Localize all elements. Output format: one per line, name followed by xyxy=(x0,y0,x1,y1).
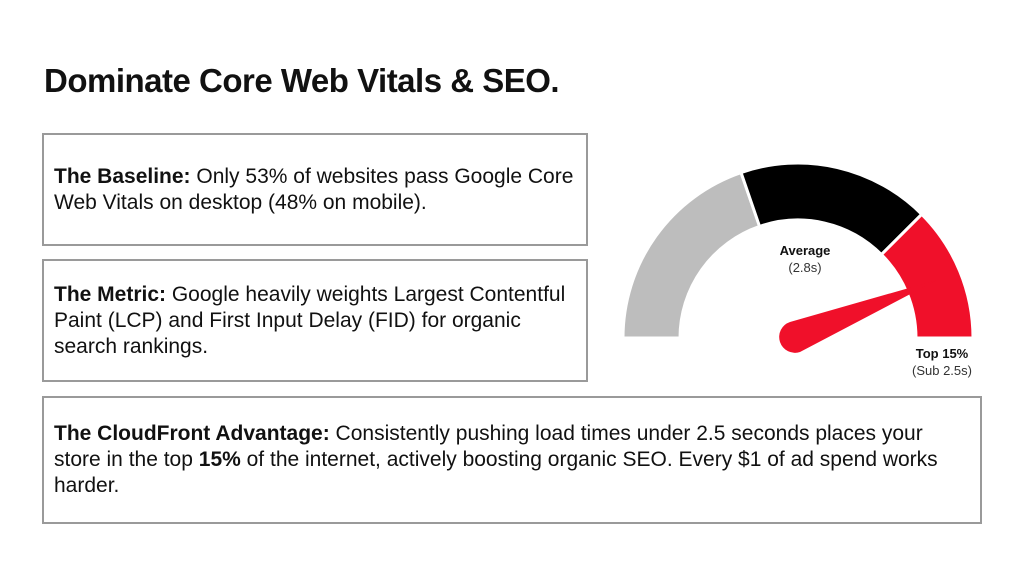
page-title: Dominate Core Web Vitals & SEO. xyxy=(44,62,560,99)
gauge-segment-slow xyxy=(621,170,762,340)
card-text: of the internet, actively boosting organ… xyxy=(54,448,938,497)
top-value: (Sub 2.5s) xyxy=(912,363,972,378)
metric-card: The Metric: Google heavily weights Large… xyxy=(42,259,588,382)
cloudfront-advantage-card: The CloudFront Advantage: Consistently p… xyxy=(42,396,982,524)
baseline-card: The Baseline: Only 53% of websites pass … xyxy=(42,133,588,246)
average-value: (2.8s) xyxy=(788,260,821,275)
card-text: Google heavily weights Largest Contentfu… xyxy=(54,282,566,358)
card-label: The Baseline: xyxy=(54,164,191,188)
gauge-needle xyxy=(779,280,937,353)
average-label: Average xyxy=(780,243,831,258)
card-text: Only 53% of websites pass Google Core We… xyxy=(54,164,574,214)
card-label: The Metric: xyxy=(54,282,167,306)
card-label: The CloudFront Advantage: xyxy=(54,422,330,445)
top-label: Top 15% xyxy=(916,346,969,361)
gauge-segment-fast xyxy=(879,212,975,340)
card-highlight: 15% xyxy=(198,448,241,471)
card-text: Consistently pushing load times under 2.… xyxy=(54,422,923,471)
